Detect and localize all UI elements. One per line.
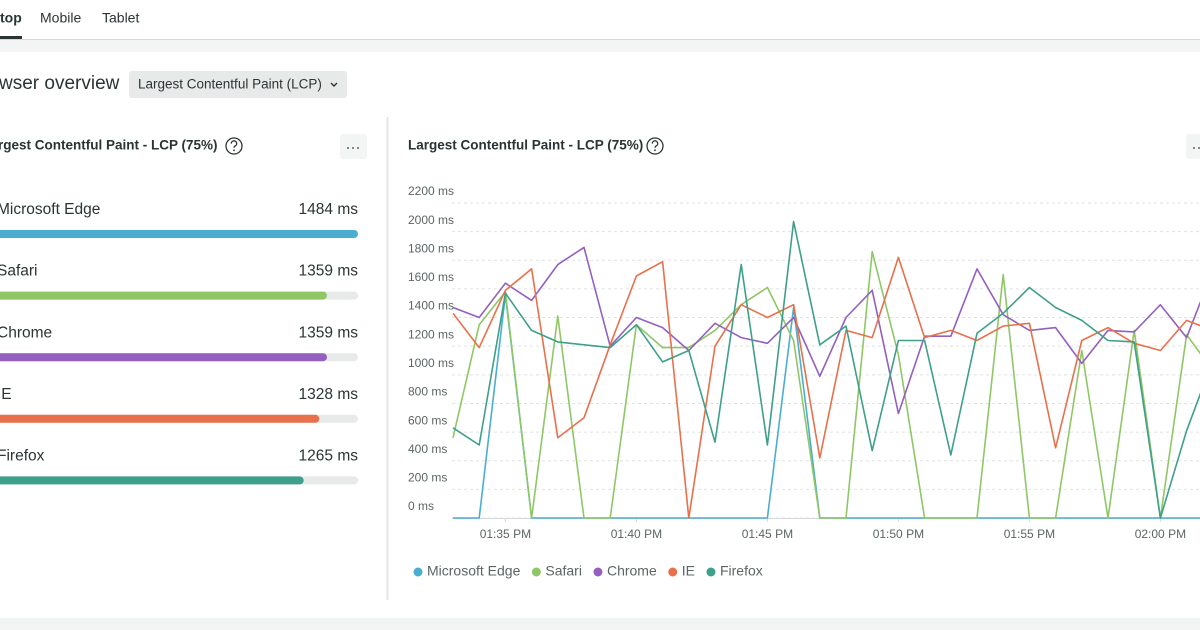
help-icon[interactable] <box>225 137 243 155</box>
legend-swatch <box>706 567 716 577</box>
chart-title: Largest Contentful Paint - LCP (75%) <box>408 138 643 153</box>
series-line <box>452 220 1200 519</box>
y-tick-label: 400 ms <box>408 442 447 456</box>
legend-swatch <box>413 567 423 577</box>
x-tick-label: 02:00 PM <box>1135 527 1186 541</box>
help-icon[interactable] <box>646 137 664 155</box>
legend-label: Safari <box>545 563 582 579</box>
legend-label: Microsoft Edge <box>427 563 521 579</box>
bar <box>0 476 304 485</box>
browser-name: Safari <box>0 263 38 280</box>
browser-name: Microsoft Edge <box>0 201 100 218</box>
x-tick-label: 01:55 PM <box>1004 527 1055 541</box>
bar <box>0 291 328 300</box>
bar <box>0 414 320 423</box>
panel-title: rgest Contentful Paint - LCP (75%) <box>0 138 218 153</box>
dropdown-button[interactable] <box>129 71 347 98</box>
dropdown-chevron <box>330 82 338 87</box>
x-tick-label: 01:45 PM <box>742 527 793 541</box>
browser-value: 1484 ms <box>299 201 359 218</box>
y-tick-label: 800 ms <box>408 385 447 399</box>
x-tick-label: 01:35 PM <box>480 527 531 541</box>
bar <box>0 230 358 238</box>
y-tick-label: 1800 ms <box>408 241 454 255</box>
browser-value: 1359 ms <box>299 324 359 341</box>
y-tick-label: 1600 ms <box>408 270 454 284</box>
y-tick-label: 2200 ms <box>408 184 454 198</box>
y-tick-label: 1000 ms <box>408 356 454 370</box>
x-tick-label: 01:40 PM <box>611 527 662 541</box>
legend-label: IE <box>682 563 695 579</box>
panel-menu[interactable] <box>340 134 367 159</box>
legend-swatch <box>531 567 541 577</box>
series-line <box>452 246 1200 415</box>
legend-swatch <box>593 567 603 577</box>
tab[interactable]: Mobile <box>40 10 81 26</box>
browser-value: 1359 ms <box>299 263 359 280</box>
browser-value: 1265 ms <box>299 447 359 464</box>
panel-menu[interactable] <box>1186 134 1200 159</box>
y-tick-label: 600 ms <box>408 413 447 427</box>
dropdown-label: Largest Contentful Paint (LCP) <box>138 77 322 92</box>
y-tick-label: 200 ms <box>408 471 447 485</box>
browser-name: Chrome <box>0 324 52 341</box>
tab[interactable]: Tablet <box>102 10 139 26</box>
bar <box>0 353 328 362</box>
tab[interactable]: top <box>0 10 22 26</box>
series-line <box>452 250 1200 519</box>
browser-name: IE <box>0 386 12 403</box>
y-tick-label: 0 ms <box>408 499 434 513</box>
y-tick-label: 1200 ms <box>408 327 454 341</box>
series-line <box>452 256 1200 519</box>
legend-swatch <box>668 567 678 577</box>
x-tick-label: 01:50 PM <box>873 527 924 541</box>
legend-label: Firefox <box>720 563 763 579</box>
legend-label: Chrome <box>607 563 657 579</box>
tab-bar <box>0 0 1200 39</box>
page-heading: wser overview <box>0 73 120 94</box>
y-tick-label: 2000 ms <box>408 213 454 227</box>
y-tick-label: 1400 ms <box>408 299 454 313</box>
content-card <box>0 52 1200 618</box>
browser-value: 1328 ms <box>299 386 359 403</box>
tab-underline <box>0 36 22 39</box>
browser-name: Firefox <box>0 447 45 464</box>
